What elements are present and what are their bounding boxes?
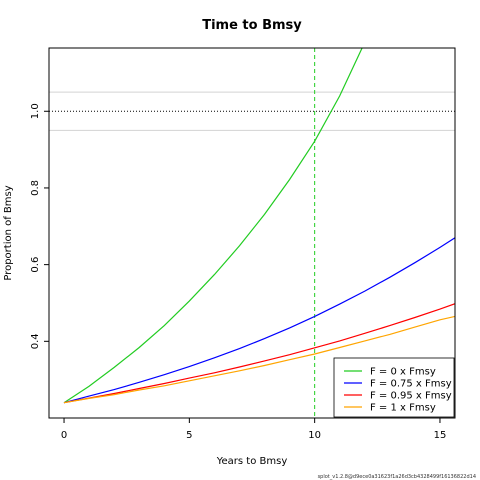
chart-title: Time to Bmsy	[202, 18, 302, 33]
x-tick-label: 15	[434, 430, 447, 441]
x-tick-label: 10	[308, 430, 321, 441]
y-axis: 0.4 0.6 0.8 1.0	[30, 103, 49, 349]
series-group	[63, 48, 455, 404]
series-line-2	[63, 303, 455, 404]
x-axis: 0 5 10 15	[61, 418, 446, 441]
legend-label-1: F = 0.75 x Fmsy	[370, 379, 452, 390]
series-line-3	[63, 315, 455, 404]
y-tick-label: 1.0	[30, 103, 41, 119]
y-tick-label: 0.8	[30, 180, 41, 196]
series-line-1	[63, 237, 455, 404]
legend-label-2: F = 0.95 x Fmsy	[370, 391, 452, 402]
footer-text: splot_v1.2.8@d9ece0a31623f1a26d3cb432849…	[318, 474, 476, 480]
plot-frame	[48, 47, 456, 419]
legend-label-3: F = 1 x Fmsy	[370, 403, 436, 414]
x-tick-label: 0	[61, 430, 67, 441]
series-line-0	[63, 48, 363, 404]
y-tick-label: 0.6	[30, 257, 41, 273]
y-axis-label: Proportion of Bmsy	[3, 185, 14, 280]
x-axis-label: Years to Bmsy	[216, 456, 288, 467]
y-tick-label: 0.4	[30, 333, 41, 349]
legend-label-0: F = 0 x Fmsy	[370, 367, 436, 378]
reference-lines	[49, 48, 455, 418]
x-tick-label: 5	[186, 430, 192, 441]
